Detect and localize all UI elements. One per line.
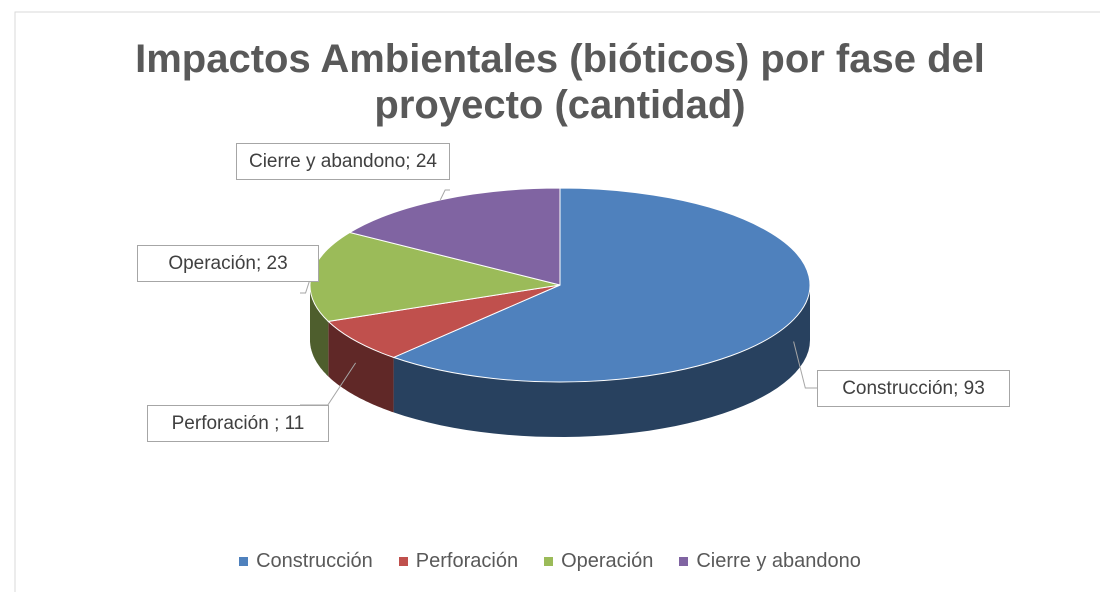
chart-title: Impactos Ambientales (bióticos) por fase…	[135, 37, 985, 127]
legend-swatch	[544, 557, 554, 566]
data-label: Operación; 23	[137, 245, 319, 282]
legend: Construcción Perforación Operación Cierre y…	[0, 550, 1100, 573]
legend-label: Cierre y abandono	[696, 550, 861, 572]
legend-item: Cierre y abandono	[679, 550, 861, 573]
legend-item: Construcción	[239, 550, 373, 573]
legend-item: Perforación	[398, 550, 519, 573]
legend-label: Construcción	[256, 550, 373, 572]
chart-frame	[14, 11, 1100, 592]
legend-label: Operación	[561, 550, 654, 572]
legend-item: Operación	[544, 550, 653, 573]
legend-swatch	[679, 557, 689, 566]
leader-line	[439, 189, 450, 201]
slice	[327, 284, 561, 358]
legend-swatch	[239, 557, 249, 566]
data-label: Cierre y abandono; 24	[236, 143, 450, 180]
legend-swatch	[398, 557, 408, 566]
data-label: Perforación ; 11	[147, 405, 329, 442]
data-label: Construcción; 93	[817, 370, 1010, 407]
slice-side	[328, 321, 394, 413]
slice-side	[393, 285, 810, 437]
leader-line	[793, 341, 817, 389]
slice	[392, 187, 811, 383]
slice-side	[310, 285, 329, 377]
slice	[348, 187, 561, 286]
legend-label: Perforación	[415, 550, 519, 572]
